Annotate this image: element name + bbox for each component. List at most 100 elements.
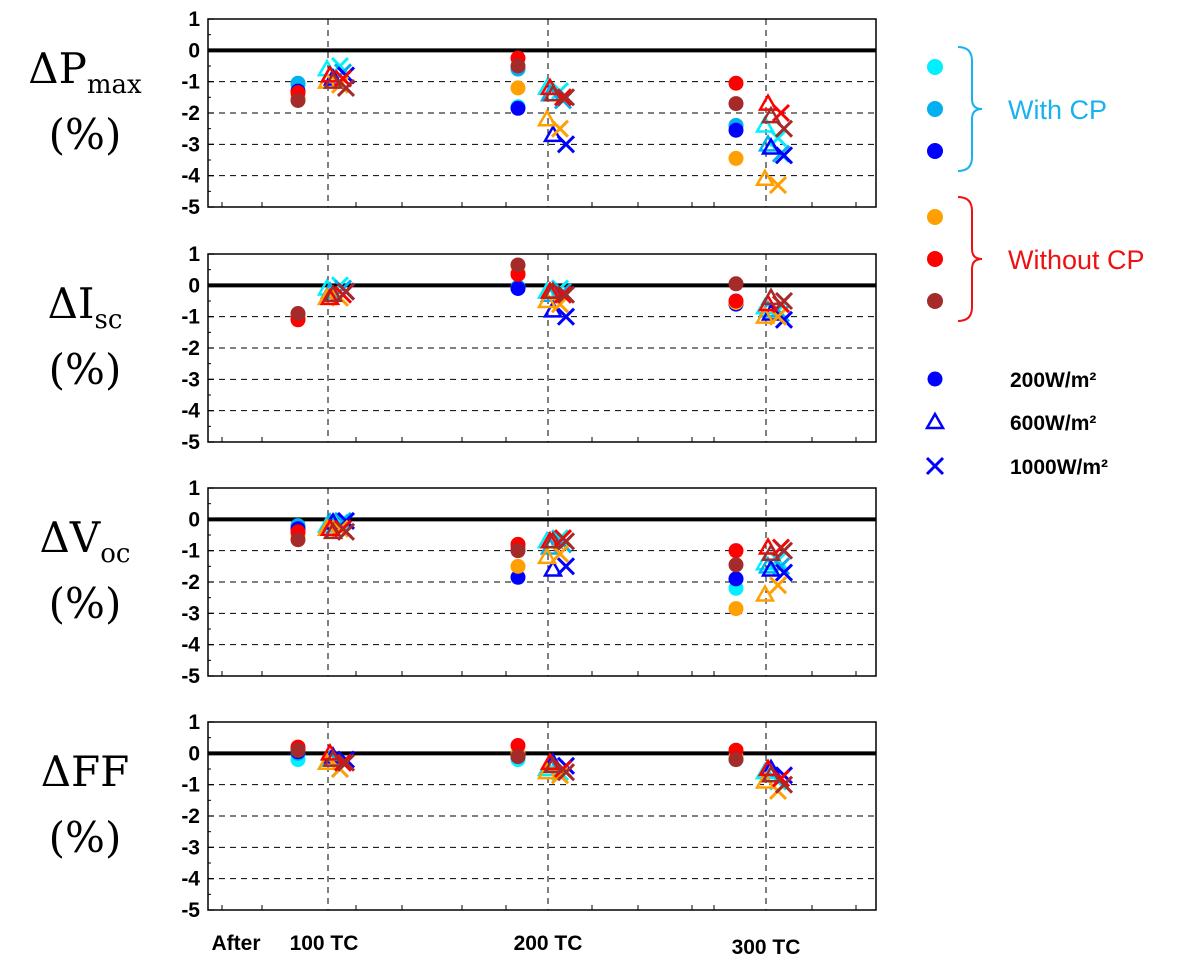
data-point-circle [510, 543, 526, 559]
y-axis-label-main: ΔV [40, 513, 101, 562]
data-point-cross [556, 285, 576, 304]
data-point-circle [728, 276, 744, 292]
y-tick-label: -3 [181, 133, 200, 156]
y-tick-label: -1 [181, 306, 200, 329]
data-point-circle [510, 569, 526, 585]
data-point-triangle [536, 290, 558, 309]
legend-marker-label: 600W/m² [1010, 412, 1096, 435]
data-point-triangle [754, 306, 776, 324]
x-tick-label: 100 TC [290, 932, 359, 955]
data-points [290, 738, 794, 800]
data-point-triangle [760, 136, 782, 155]
y-axis-unit: (%) [49, 813, 122, 862]
y-tick-label: -5 [181, 665, 200, 688]
legend-dot [927, 209, 943, 225]
y-axis-unit: (%) [49, 110, 122, 159]
y-tick-label: 1 [188, 477, 200, 500]
legend-bracket [957, 196, 983, 322]
data-point-cross [556, 532, 576, 551]
data-point-triangle [760, 543, 782, 562]
data-point-circle [510, 748, 526, 764]
data-point-cross [556, 763, 576, 782]
y-tick-label: -1 [181, 774, 200, 797]
x-axis-prefix: After [211, 932, 260, 955]
data-point-triangle [542, 755, 564, 774]
data-point-circle [290, 306, 306, 322]
data-point-triangle [542, 124, 564, 143]
x-axis-labels: After 100 TC 200 TC 300 TC [211, 932, 800, 959]
legend-dot [927, 293, 943, 309]
legend-group-label: With CP [1008, 95, 1107, 125]
legend-group: Without CP [927, 196, 1145, 322]
y-tick-label: -1 [181, 540, 200, 563]
data-point-circle [290, 742, 306, 758]
data-point-circle [728, 752, 744, 768]
data-points [290, 50, 794, 195]
legend-marker-cross [925, 456, 945, 476]
y-axis-label-subscript: max [87, 70, 142, 100]
y-tick-label: 0 [188, 274, 200, 297]
data-point-triangle [322, 71, 344, 89]
legend-marker-label: 1000W/m² [1010, 456, 1108, 479]
y-axis-label-subscript: sc [95, 305, 123, 335]
y-tick-label: -4 [181, 634, 200, 657]
data-point-circle [728, 122, 744, 138]
y-axis-label: ΔVoc [40, 513, 131, 569]
data-point-triangle [754, 168, 776, 187]
data-point-triangle [542, 299, 564, 318]
y-tick-label: -3 [181, 602, 200, 625]
data-point-triangle [322, 521, 344, 540]
y-tick-label: -2 [181, 805, 200, 828]
data-points [290, 257, 794, 329]
data-point-cross [768, 176, 788, 195]
y-tick-label: 1 [188, 243, 200, 266]
data-point-triangle [542, 83, 564, 102]
legend-marker-item: 200W/m² [927, 369, 1096, 392]
legend-dot [927, 101, 943, 117]
y-tick-label: 1 [188, 711, 200, 734]
data-point-circle [510, 558, 526, 574]
y-tick-label: -5 [181, 899, 200, 922]
data-point-circle [510, 738, 526, 753]
data-point-cross [556, 88, 576, 107]
data-point-circle [728, 571, 744, 587]
data-point-cross [774, 146, 794, 165]
data-point-circle [510, 58, 526, 74]
data-point-cross [774, 119, 794, 138]
data-point-cross [774, 563, 794, 582]
y-tick-label: -4 [181, 868, 200, 891]
data-point-cross [336, 78, 356, 97]
y-tick-label: -5 [181, 196, 200, 219]
y-axis-label: ΔIsc [48, 279, 123, 335]
data-point-cross [336, 753, 356, 772]
y-tick-label: -2 [181, 102, 200, 125]
y-tick-label: -4 [181, 400, 200, 423]
data-point-triangle [536, 108, 558, 127]
y-axis-unit: (%) [49, 345, 122, 394]
y-tick-label: -3 [181, 836, 200, 859]
legend-marker-label: 200W/m² [1010, 369, 1096, 392]
data-point-circle [510, 80, 526, 96]
data-point-circle [510, 257, 526, 273]
y-axis-label: ΔPmax [28, 44, 142, 100]
data-point-cross [774, 775, 794, 794]
data-point-triangle [536, 546, 558, 565]
panel-3: 1 0 -1 -2 -3 -4 -5 ΔVoc (%) [40, 477, 877, 688]
y-tick-label: 0 [188, 742, 200, 765]
y-tick-label: -2 [181, 571, 200, 594]
data-point-triangle [760, 105, 782, 124]
y-tick-label: 0 [188, 508, 200, 531]
panel-2: 1 0 -1 -2 -3 -4 -5 ΔIsc (%) [48, 243, 877, 454]
data-point-cross [774, 541, 794, 560]
data-point-triangle [760, 287, 782, 306]
x-tick-label: 300 TC [732, 936, 801, 959]
data-point-triangle [322, 749, 344, 767]
data-point-circle [290, 92, 306, 108]
x-tick-label: 200 TC [514, 932, 583, 955]
legend-group: With CP [927, 46, 1107, 172]
data-point-circle [728, 96, 744, 112]
data-point-circle [728, 293, 744, 309]
y-tick-label: -5 [181, 431, 200, 454]
data-point-cross [556, 557, 576, 576]
